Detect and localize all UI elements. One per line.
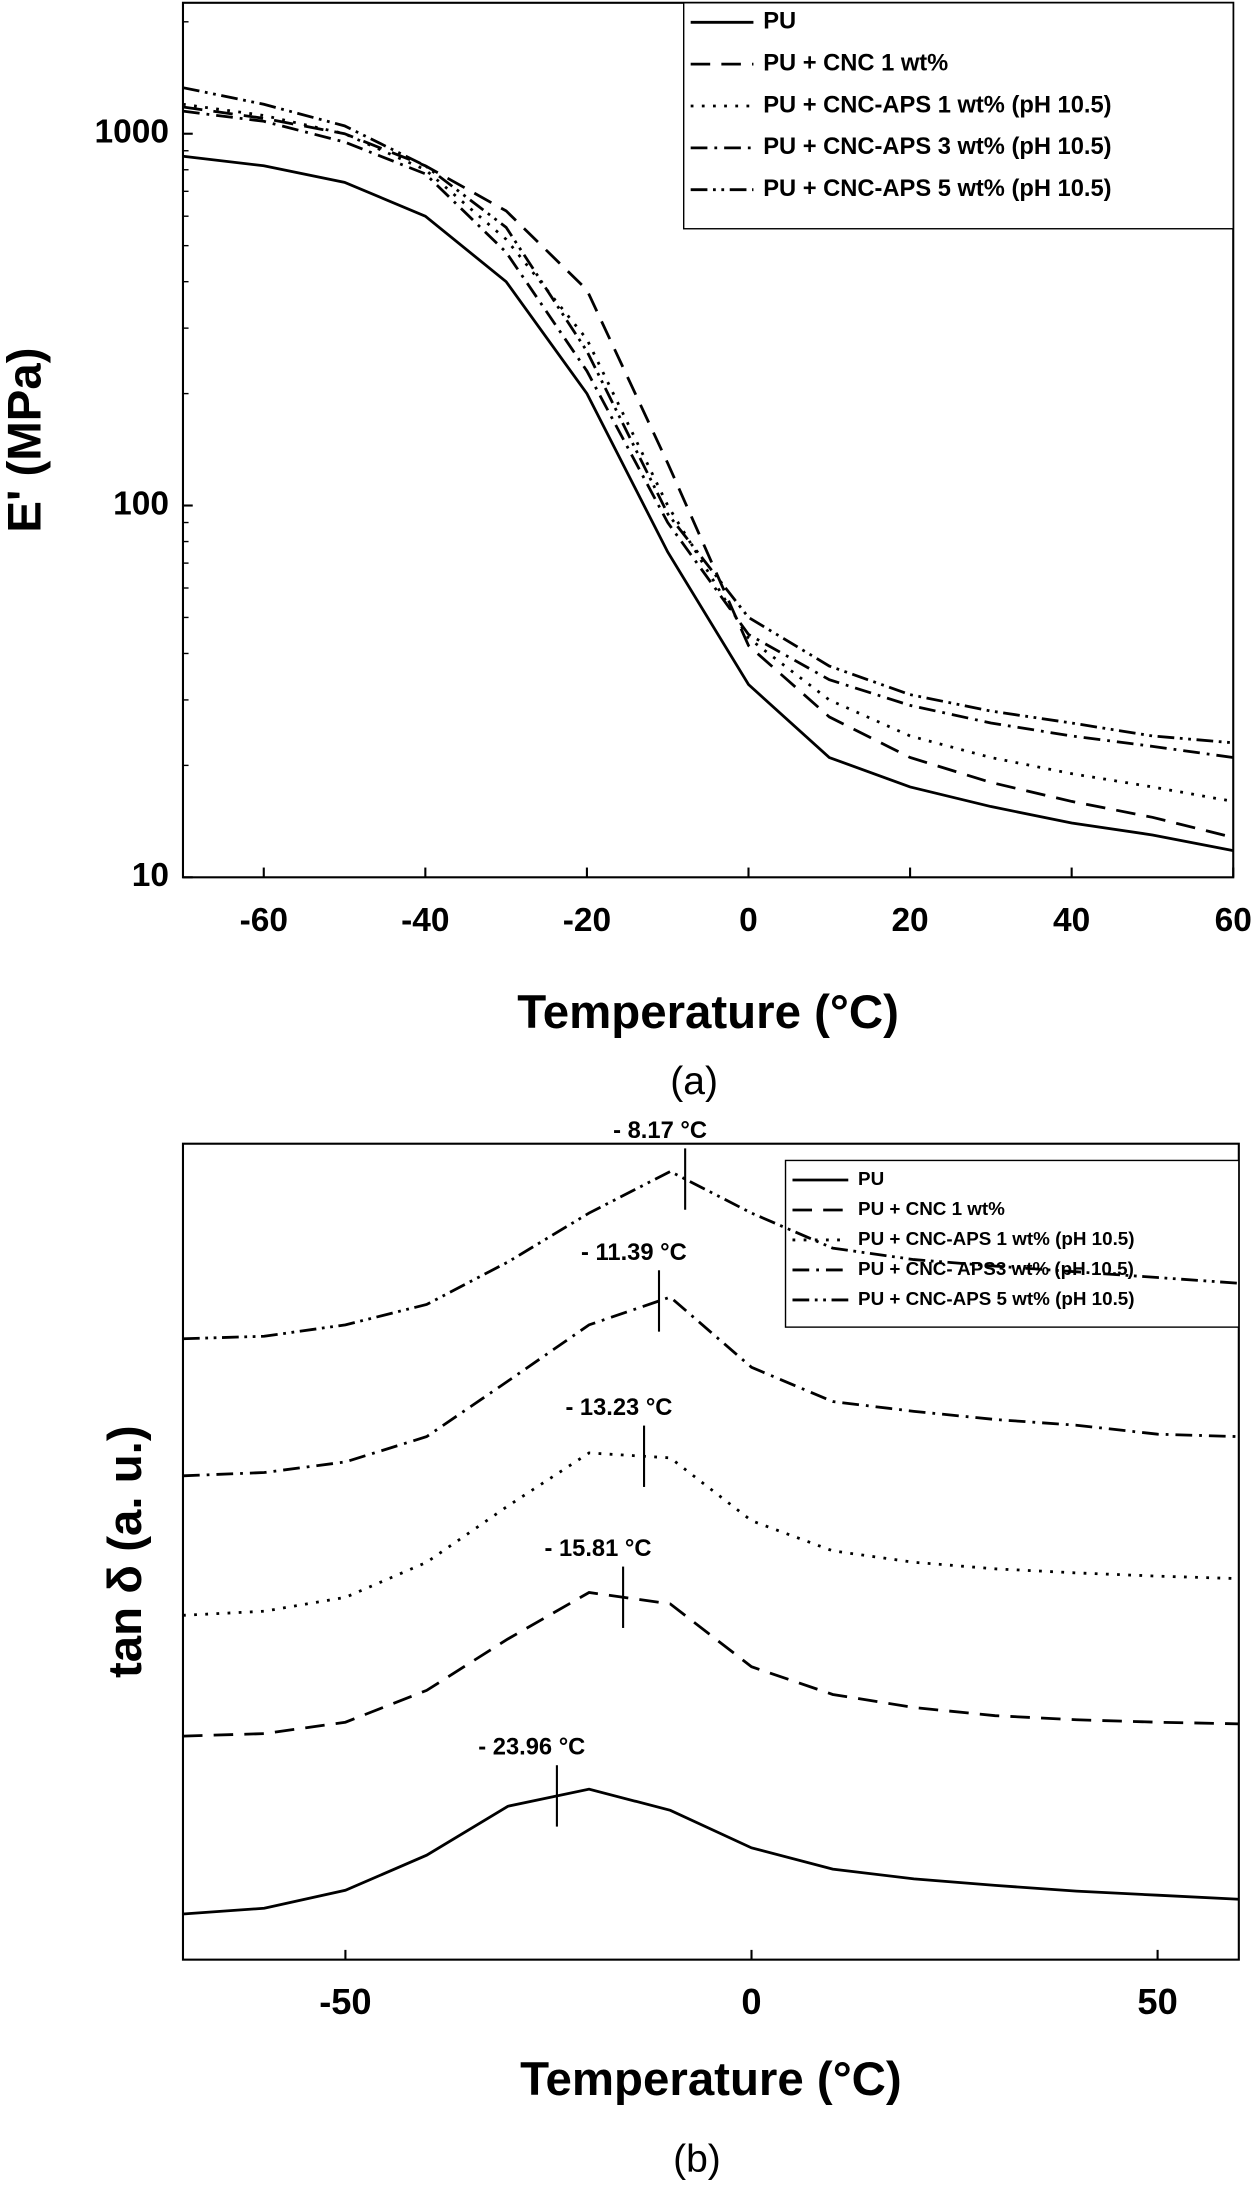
x-tick-label: -50 [319,1981,371,2022]
series-line [182,154,1234,852]
legend-box [784,1159,1240,1328]
x-tick-label: 50 [1137,1981,1177,2022]
y-tick-label: 100 [113,485,169,522]
legend-label: PU + CNC-APS 5 wt% (pH 10.5) [763,176,1111,202]
x-tick-label: 40 [1053,902,1090,939]
y-tick-label: 1000 [95,114,169,151]
peak-label: - 8.17 °C [613,1118,707,1144]
legend-label: PU + CNC 1 wt% [763,50,948,76]
y-tick-label: 10 [132,857,169,894]
series-line [182,102,1234,803]
x-axis-label: Temperature (°C) [517,986,899,1039]
y-axis-label: tan δ (a. u.) [99,1425,152,1678]
peak-label: - 15.81 °C [545,1536,652,1562]
legend-label: PU [763,9,796,35]
y-axis-label: E' (MPa) [0,347,52,532]
legend-label: PU + CNC- APS3 wt% (pH 10.5) [858,1258,1134,1279]
series-line [182,105,1234,839]
plot-frame [181,1142,1240,1961]
series-line [182,1451,1239,1617]
x-axis-label: Temperature (°C) [520,2053,902,2106]
x-tick-label: 0 [739,902,758,939]
peak-label: - 11.39 °C [581,1240,687,1266]
x-tick-label: 20 [891,902,928,939]
caption: (a) [670,1060,718,1103]
x-tick-label: -60 [240,902,288,939]
series-line [182,1787,1239,1916]
legend-label: PU + CNC 1 wt% [858,1198,1005,1219]
series-line [182,1295,1239,1478]
series-line [182,86,1234,745]
legend-label: PU + CNC-APS 1 wt% (pH 10.5) [858,1228,1134,1249]
x-tick-label: -40 [401,902,449,939]
x-tick-label: 60 [1215,902,1252,939]
caption: (b) [673,2138,721,2181]
series-line [182,109,1234,759]
legend-label: PU + CNC-APS 3 wt% (pH 10.5) [763,134,1111,160]
peak-label: - 13.23 °C [565,1395,672,1421]
series-line [182,1169,1239,1341]
peak-label: - 23.96 °C [478,1735,585,1761]
legend-box [683,2,1234,230]
legend-label: PU + CNC-APS 1 wt% (pH 10.5) [763,92,1111,118]
legend-label: PU [858,1168,884,1189]
x-tick-label: 0 [741,1981,761,2022]
x-tick-label: -20 [563,902,611,939]
legend-label: PU + CNC-APS 5 wt% (pH 10.5) [858,1288,1134,1309]
